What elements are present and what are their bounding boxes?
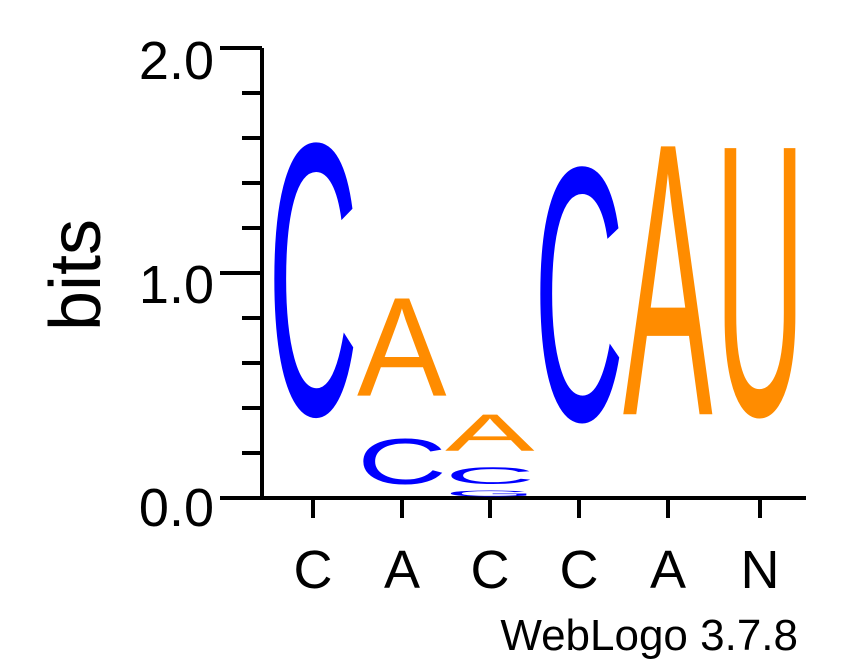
logo-letter-c: C: [357, 426, 447, 498]
x-tick-label-0: C: [294, 540, 333, 600]
x-tick-label-4: A: [650, 540, 686, 600]
logo-letter-c: C: [445, 462, 535, 489]
y-tick-label-2: 2.0: [139, 31, 214, 91]
x-tick-label-2: C: [471, 540, 510, 600]
logo-letter-a: A: [623, 61, 713, 497]
footer-credit: WebLogo 3.7.8: [500, 611, 798, 660]
x-tick-label-3: C: [560, 540, 599, 600]
logo-letter-c: C: [534, 91, 624, 498]
logo-letter-g: G: [445, 489, 535, 498]
logo-letter-a: A: [445, 403, 535, 462]
logo-letter-u: U: [715, 63, 805, 497]
axes: [220, 46, 806, 518]
y-tick-label-0: 0.0: [139, 478, 214, 538]
x-tick-label-5: N: [741, 540, 780, 600]
x-tick-label-1: A: [384, 540, 420, 600]
logo-letter-a: A: [357, 269, 447, 427]
y-axis-label: bits: [36, 219, 116, 331]
logo-letter-c: C: [268, 63, 358, 498]
y-tick-label-1: 1.0: [139, 255, 214, 315]
